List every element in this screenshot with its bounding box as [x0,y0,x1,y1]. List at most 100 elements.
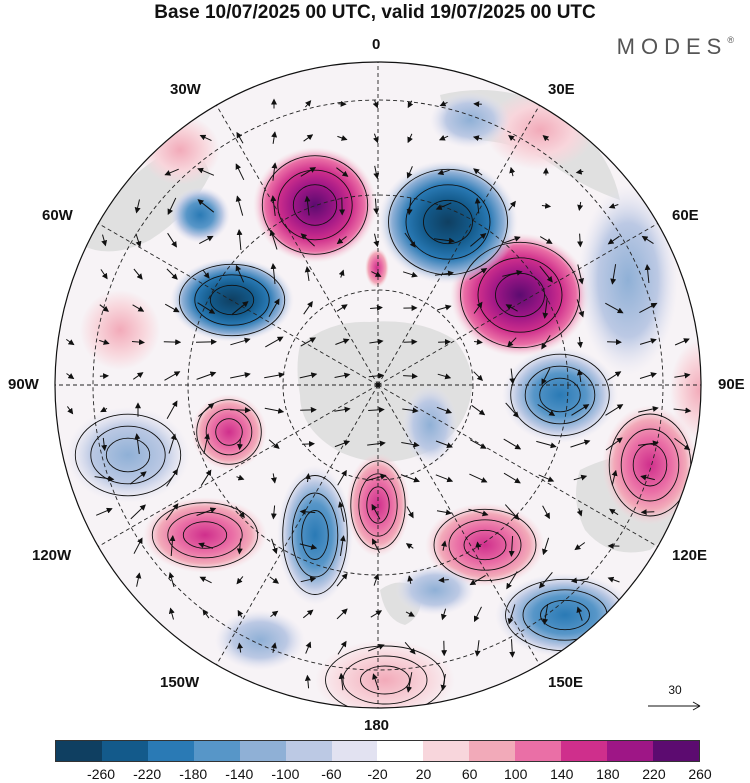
wind-vector-183 [469,473,488,483]
wind-vector-54 [373,233,380,248]
wind-vector-243 [405,611,415,617]
wind-vector-76 [539,265,553,283]
contour-2-1 [405,184,491,260]
wind-vector-38 [373,198,380,215]
wind-vector-208 [198,542,214,549]
anomaly-cell-2 [378,160,518,284]
contour-4-1 [524,365,596,425]
lon-label-60e: 60E [672,207,699,224]
colorbar-tick-2: -180 [179,766,208,782]
wind-vector-256 [474,640,481,657]
wind-vector-111 [541,335,551,350]
wind-vector-202 [542,505,550,520]
wind-vector-116 [66,373,75,380]
wind-vector-9 [271,131,278,144]
wind-vector-30 [575,168,584,175]
anomaly-cell-13 [315,640,455,708]
wind-vector-234 [570,577,589,584]
colorbar-swatch-9 [469,741,516,761]
wind-vector-231 [469,574,486,586]
wind-vector-52 [300,233,315,247]
wind-vector-81 [132,304,145,312]
wind-vector-126 [403,373,418,380]
wind-vector-146 [436,406,453,414]
anomaly-cell-15 [578,185,678,375]
wind-vector-49 [199,235,214,245]
wind-vectors [66,98,692,693]
wind-vector-71 [371,271,382,277]
wind-vector-140 [229,407,251,414]
contour-13-1 [342,655,428,705]
wind-vector-200 [468,508,489,517]
wind-vector-42 [508,200,516,211]
wind-vector-148 [505,402,519,418]
wind-vector-156 [168,433,177,454]
wind-vector-64 [133,268,143,280]
wind-vector-125 [368,372,385,379]
wind-vector-130 [541,367,551,385]
wind-vector-31 [134,199,141,214]
contour-13-2 [360,665,410,695]
wind-vector-155 [134,433,141,454]
contour-9-0 [151,502,259,568]
wind-vector-187 [611,469,618,486]
wind-vector-75 [502,269,523,277]
polar-anomaly-map [54,61,702,709]
lon-label-30e: 30E [548,81,575,98]
colorbar-swatch-2 [147,741,194,761]
wind-vector-244 [440,608,447,621]
colorbar [55,740,700,762]
wind-vector-127 [437,373,452,380]
wind-vector-253 [368,643,385,652]
wind-vector-193 [235,506,245,519]
map-boundary [54,61,702,709]
wind-vector-262 [440,673,447,691]
wind-vector-112 [577,336,583,349]
reference-vector: 30 [640,680,710,720]
wind-vector-84 [231,301,249,315]
wind-vector-224 [236,576,244,585]
wind-vector-178 [304,473,311,483]
colorbar-swatch-8 [423,741,470,761]
wind-vector-14 [438,135,449,141]
anomaly-cell-10 [495,573,635,657]
wind-vector-154 [101,437,108,452]
wind-vector-241 [336,608,348,620]
wind-vector-61 [607,235,620,245]
wind-vector-18 [164,168,179,176]
anomaly-cell-24 [140,115,220,185]
contour-6-1 [358,473,398,537]
wind-vector-40 [435,202,452,210]
wind-vector-236 [168,607,175,620]
wind-vector-189 [96,507,113,516]
wind-vector-249 [237,642,244,653]
wind-vector-12 [373,133,379,144]
wind-vector-151 [605,404,624,416]
contour-0-0 [261,155,369,255]
contour-7-0 [433,508,537,582]
lon-label-90w: 90W [8,376,39,393]
wind-vector-91 [473,301,483,314]
wind-vector-34 [235,195,244,216]
wind-vector-174 [166,468,178,487]
wind-vector-23 [336,167,349,177]
wind-vector-167 [536,440,557,449]
anomaly-cell-18 [215,610,305,670]
wind-vector-77 [577,264,584,285]
colorbar-tick-12: 220 [642,766,666,782]
contour-11-1 [90,425,166,485]
wind-vector-246 [507,604,516,625]
wind-vector-21 [271,162,278,181]
wind-vector-132 [607,371,622,381]
wind-vector-63 [100,269,108,280]
wind-vector-35 [270,195,277,216]
wind-vector-45 [608,203,619,209]
colorbar-swatch-11 [561,741,608,761]
wind-vector-215 [441,540,447,551]
wind-vector-251 [305,641,312,654]
reference-arrow-icon [648,701,701,711]
wind-vector-50 [236,229,243,251]
colorbar-swatch-10 [515,741,562,761]
wind-vector-179 [337,469,347,486]
colorbar-tick-9: 100 [504,766,528,782]
